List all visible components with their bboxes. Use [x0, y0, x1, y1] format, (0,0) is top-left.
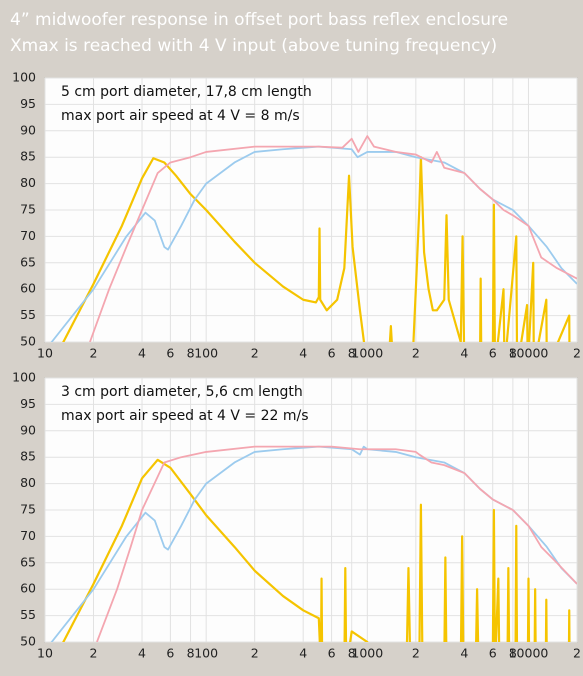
series-line: [96, 445, 577, 642]
x-tick-label: 6: [166, 346, 174, 361]
y-tick-label: 50: [20, 334, 36, 349]
y-tick-label: 60: [20, 581, 36, 596]
annotation: max port air speed at 4 V = 22 m/s: [61, 408, 309, 424]
y-tick-label: 90: [20, 422, 36, 437]
y-tick-label: 50: [20, 634, 36, 649]
x-tick-label: 4: [138, 646, 146, 661]
annotation: 3 cm port diameter, 5,6 cm length: [61, 384, 303, 400]
series-line: [89, 135, 577, 342]
x-tick-label: 8: [509, 346, 517, 361]
x-tick-label: 4: [299, 646, 307, 661]
chart-title: 4” midwoofer response in offset port bas…: [10, 10, 508, 30]
x-tick-label: 10: [37, 346, 53, 361]
x-tick-label: 8: [187, 646, 195, 661]
x-tick-label: 2: [90, 646, 98, 661]
x-tick-label: 8: [509, 646, 517, 661]
x-tick-label: 4: [299, 346, 307, 361]
y-tick-label: 55: [20, 307, 36, 322]
x-tick-label: 8: [187, 346, 195, 361]
y-tick-label: 100: [12, 370, 36, 385]
x-tick-label: 100: [194, 646, 218, 661]
x-tick-label: 8: [348, 646, 356, 661]
x-tick-label: 6: [328, 646, 336, 661]
x-tick-label: 10000: [509, 346, 549, 361]
x-tick-label: 2: [573, 646, 581, 661]
y-tick-label: 75: [20, 502, 36, 517]
x-tick-label: 4: [138, 346, 146, 361]
y-tick-label: 85: [20, 149, 36, 164]
y-tick-label: 65: [20, 254, 36, 269]
y-tick-label: 55: [20, 607, 36, 622]
x-tick-label: 1000: [351, 346, 383, 361]
x-tick-label: 8: [348, 346, 356, 361]
y-tick-label: 100: [12, 70, 36, 85]
y-tick-label: 65: [20, 554, 36, 569]
chart-subtitle: Xmax is reached with 4 V input (above tu…: [10, 36, 497, 56]
x-tick-label: 6: [166, 646, 174, 661]
x-tick-label: 2: [90, 346, 98, 361]
y-tick-label: 95: [20, 396, 36, 411]
x-tick-label: 10000: [509, 646, 549, 661]
series-line: [62, 156, 571, 342]
y-tick-label: 90: [20, 122, 36, 137]
x-tick-label: 1000: [351, 646, 383, 661]
x-tick-label: 2: [573, 346, 581, 361]
series-line: [62, 458, 571, 642]
annotation: 5 cm port diameter, 17,8 cm length: [61, 84, 312, 100]
x-tick-label: 6: [328, 346, 336, 361]
x-tick-label: 10: [37, 646, 53, 661]
x-tick-label: 6: [489, 646, 497, 661]
x-tick-label: 6: [489, 346, 497, 361]
y-tick-label: 85: [20, 449, 36, 464]
y-tick-label: 95: [20, 96, 36, 111]
y-tick-label: 70: [20, 528, 36, 543]
x-tick-label: 2: [412, 346, 420, 361]
x-tick-label: 2: [251, 646, 259, 661]
y-tick-label: 75: [20, 202, 36, 217]
y-tick-label: 60: [20, 281, 36, 296]
x-tick-label: 100: [194, 346, 218, 361]
x-tick-label: 4: [460, 646, 468, 661]
y-tick-label: 80: [20, 175, 36, 190]
annotation: max port air speed at 4 V = 8 m/s: [61, 108, 300, 124]
x-tick-label: 2: [412, 646, 420, 661]
y-tick-label: 70: [20, 228, 36, 243]
y-tick-label: 80: [20, 475, 36, 490]
x-tick-label: 2: [251, 346, 259, 361]
x-tick-label: 4: [460, 346, 468, 361]
